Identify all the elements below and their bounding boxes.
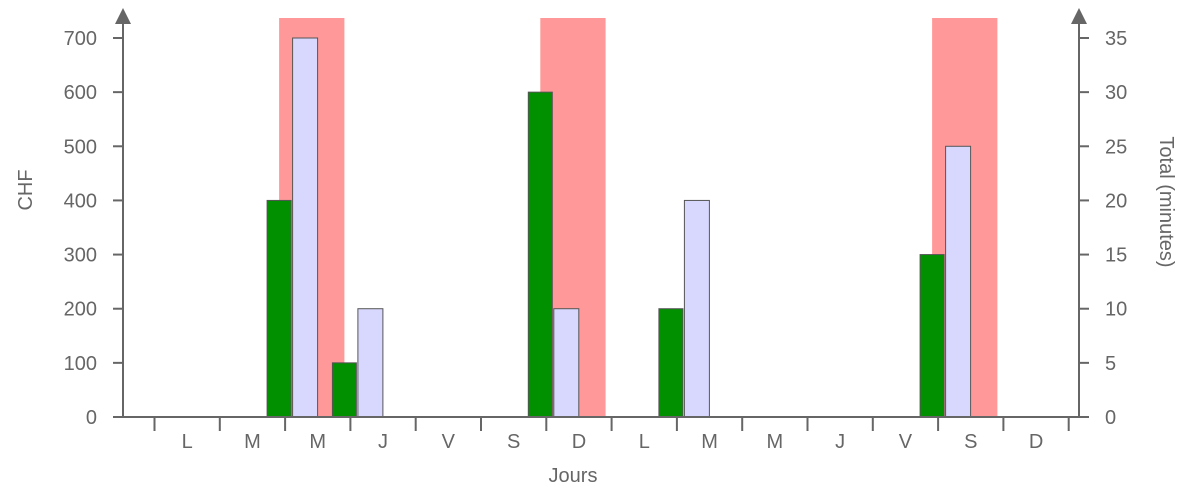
y-tick-label-right: 25 — [1105, 136, 1127, 158]
y-tick-label-right: 5 — [1105, 353, 1116, 375]
x-tick-label: V — [442, 431, 456, 453]
bar-series-1 — [659, 309, 683, 417]
y-axis-title-left: CHF — [15, 169, 37, 210]
x-tick-label: S — [964, 431, 977, 453]
x-tick-label: M — [701, 431, 718, 453]
y-tick-label-left: 100 — [64, 353, 97, 375]
x-tick-label: J — [835, 431, 845, 453]
y-tick-label-left: 500 — [64, 136, 97, 158]
y-tick-label-right: 30 — [1105, 82, 1127, 104]
x-tick-label: L — [639, 431, 650, 453]
x-tick-label: D — [572, 431, 586, 453]
y-axis-right-arrow — [1071, 8, 1087, 24]
x-tick-label: M — [244, 431, 261, 453]
y-tick-label-right: 15 — [1105, 245, 1127, 267]
y-axis-left-arrow — [115, 8, 131, 24]
y-tick-label-right: 20 — [1105, 190, 1127, 212]
bar-series-2 — [684, 200, 709, 417]
y-axis-title-right: Total (minutes) — [1155, 136, 1177, 267]
y-tick-label-left: 300 — [64, 245, 97, 267]
y-tick-label-left: 600 — [64, 82, 97, 104]
x-tick-label: V — [899, 431, 913, 453]
x-tick-label: M — [767, 431, 784, 453]
bar-series-1 — [528, 92, 552, 417]
x-tick-label: J — [378, 431, 388, 453]
x-tick-label: L — [182, 431, 193, 453]
y-tick-label-left: 400 — [64, 190, 97, 212]
bar-series-2 — [293, 38, 318, 417]
highlight-bands — [279, 18, 997, 417]
y-tick-label-right: 35 — [1105, 28, 1127, 50]
bar-series-2 — [554, 309, 579, 417]
bar-series-2 — [358, 309, 383, 417]
bars — [267, 38, 971, 417]
bar-series-1 — [920, 255, 944, 417]
y-tick-label-left: 700 — [64, 28, 97, 50]
y-tick-label-left: 200 — [64, 299, 97, 321]
bar-series-2 — [946, 146, 971, 417]
x-tick-label: S — [507, 431, 520, 453]
x-tick-label: D — [1029, 431, 1043, 453]
bar-series-1 — [332, 363, 356, 417]
y-tick-label-left: 0 — [86, 407, 97, 429]
x-axis-title: Jours — [549, 465, 598, 487]
x-tick-label: M — [309, 431, 326, 453]
y-tick-label-right: 0 — [1105, 407, 1116, 429]
y-tick-label-right: 10 — [1105, 299, 1127, 321]
bar-series-1 — [267, 200, 291, 417]
